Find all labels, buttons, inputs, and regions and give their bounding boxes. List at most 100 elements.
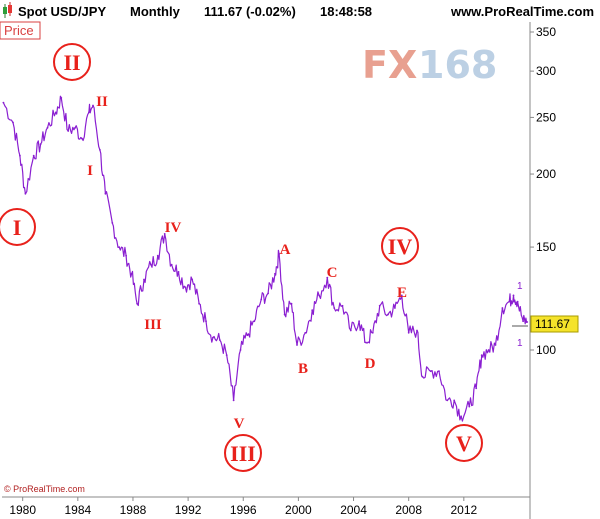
last-price-markers: 1 1 111.67 [512,281,579,349]
wave-circle [381,227,419,265]
series-point [475,387,478,390]
series-point [453,399,456,402]
series-point [232,399,235,402]
wave-circle [445,424,483,462]
series-point [278,253,280,255]
series-point [19,154,21,157]
x-tick-label: 1996 [230,503,257,517]
wave-label: B [298,361,308,377]
series-point [371,331,374,334]
x-tick-label: 2008 [395,503,422,517]
price-tag: Price [0,21,41,40]
wave-circle [224,434,262,472]
quote-label: 111.67 (-0.02%) [204,4,296,19]
y-tick-label: 100 [536,343,556,357]
series-point [480,354,483,356]
series-point [378,304,381,307]
watermark-num: 168 [418,43,497,87]
watermark-logo: FX 168 [362,43,497,87]
series-point [508,300,511,303]
series-point [311,309,314,311]
wave-label: E [397,285,407,301]
wave-label-circled: I [13,215,22,240]
marker-upper: 1 [517,281,523,292]
series-point [494,344,497,346]
series-layer [2,95,529,422]
x-tick-label: 2004 [340,503,367,517]
footer-copyright: © ProRealTime.com [4,484,85,494]
series-point [246,334,249,337]
series-point [198,302,201,305]
series-point [156,254,159,257]
series-point [326,276,329,279]
series-point [407,331,410,334]
series-point [394,307,396,309]
series-point [125,254,127,257]
series-point [163,233,166,235]
series-point [212,336,214,339]
x-tick-label: 1980 [9,503,36,517]
series-point [333,307,336,309]
x-tick-label: 1984 [64,503,91,517]
wave-circle [53,43,91,81]
series-point [349,329,352,332]
x-tick-label: 1992 [175,503,202,517]
series-point [177,271,180,273]
series-point [260,298,263,301]
series-point [54,111,57,114]
series-point [501,307,504,309]
series-point [12,121,14,124]
wave-label: V [234,416,245,432]
wave-label: D [365,356,376,372]
y-tick-label: 250 [536,110,556,124]
series-point [92,104,94,107]
last-price-box [530,315,579,333]
x-tick-label: 1988 [120,503,147,517]
series-point [438,370,440,373]
wave-label: III [144,317,162,333]
wave-label-circled: III [230,441,256,466]
series-point [296,344,298,346]
series-point [429,370,432,373]
series-point [218,339,221,341]
y-tick-label: 150 [536,240,556,254]
series-point [111,222,114,224]
wave-label: IV [165,220,182,236]
y-tick-label: 350 [536,25,556,39]
series-point [341,304,344,307]
instrument-title: Spot USD/JPY [18,4,106,19]
series-point [184,286,187,289]
period-label: Monthly [130,4,181,19]
series-point [205,320,207,323]
series-point [526,321,529,323]
series-point [522,320,524,323]
series-point [32,154,35,157]
candlestick-icon [3,2,12,18]
wave-label: A [280,242,291,258]
series-point [387,313,389,316]
x-tick-label: 2012 [450,503,477,517]
series-point [290,302,293,305]
series-point [150,263,152,266]
series-point [421,375,424,378]
wave-label: I [87,163,93,179]
series-point [143,278,145,281]
series-point [74,126,76,129]
series-point [304,331,307,334]
chart-header: Spot USD/JPY Monthly 111.67 (-0.02%) 18:… [3,2,594,19]
y-tick-label: 300 [536,64,556,78]
series-point [225,354,228,356]
series-point [365,341,367,344]
series-point [274,272,276,275]
series-point [81,137,83,140]
y-tick-label: 200 [536,167,556,181]
wave-label: C [327,265,338,281]
series-point [60,97,63,99]
series-point [516,300,519,303]
series-point [416,329,418,332]
wave-label-circled: V [456,431,472,456]
series-point [170,263,173,266]
site-label: www.ProRealTime.com [450,4,594,19]
series-point [267,292,269,295]
